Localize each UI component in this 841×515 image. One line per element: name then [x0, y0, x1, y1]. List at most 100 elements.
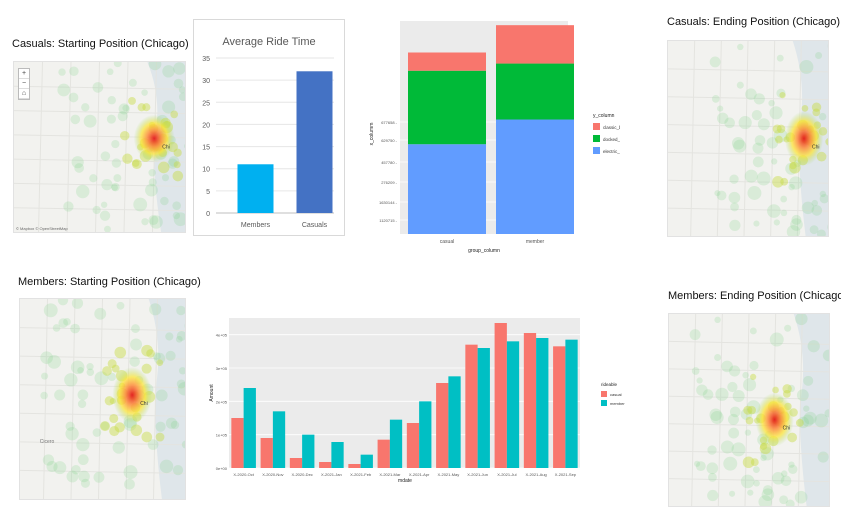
density-spot	[156, 359, 164, 367]
density-spot	[170, 420, 180, 430]
density-spot	[173, 212, 185, 227]
density-spot	[100, 421, 110, 431]
x-tick-label: X-2021-Jun	[467, 472, 488, 477]
zoom-in-button[interactable]: +	[19, 69, 29, 79]
density-spot	[779, 495, 789, 505]
density-spot	[795, 418, 804, 427]
map-zoom-control[interactable]: + − ⌂	[18, 68, 30, 100]
legend-swatch	[601, 400, 607, 406]
density-spot	[63, 318, 71, 326]
density-spot	[111, 158, 122, 168]
density-spot	[807, 340, 820, 353]
density-spot	[66, 470, 79, 483]
density-spot	[803, 375, 814, 386]
density-spot	[762, 485, 773, 496]
lake-michigan	[148, 299, 185, 499]
density-spot	[743, 405, 753, 415]
density-spot	[796, 389, 809, 402]
density-spot	[743, 378, 757, 392]
density-spot	[74, 163, 85, 173]
bar-member-7	[448, 376, 461, 468]
density-spot	[80, 478, 90, 488]
density-spot	[749, 360, 759, 371]
density-spot	[767, 204, 781, 218]
road	[20, 355, 185, 360]
map-attribution: © Mapbox © OpenStreetMap	[16, 226, 68, 231]
member-start-map[interactable]: Chi Cicero	[19, 298, 186, 500]
y-tick-label: 15	[202, 145, 210, 152]
density-spot	[827, 224, 828, 230]
density-spot	[176, 305, 185, 316]
casual-start-map[interactable]: Chi + − ⌂ © Mapbox © OpenStreetMap	[13, 61, 186, 233]
density-spot	[46, 460, 58, 473]
density-spot	[122, 153, 133, 164]
density-spot	[141, 218, 149, 226]
density-spot	[714, 316, 721, 324]
casual-end-map[interactable]: Chi	[667, 40, 829, 237]
road	[668, 68, 828, 73]
legend-label: casual	[610, 392, 622, 397]
density-spot	[745, 88, 757, 100]
density-spot	[753, 466, 760, 473]
density-spot	[111, 139, 120, 149]
density-spot	[141, 344, 153, 357]
density-spot	[797, 416, 809, 429]
density-spot	[53, 461, 67, 475]
density-spot	[773, 219, 780, 226]
density-spot	[783, 390, 791, 398]
home-button[interactable]: ⌂	[19, 89, 29, 99]
x-tick-label: member	[526, 239, 545, 245]
density-spot	[791, 214, 802, 225]
density-spot	[785, 162, 798, 175]
density-spot	[732, 389, 745, 403]
density-spot	[760, 454, 767, 462]
y-tick-label: 4e+05	[216, 333, 228, 338]
y-tick-label: 276209 -	[381, 180, 397, 185]
chart-title: Average Ride Time	[222, 36, 315, 48]
density-spot	[752, 142, 764, 154]
density-spot	[40, 391, 48, 400]
density-spot	[147, 439, 159, 450]
density-spot	[101, 179, 113, 191]
density-spot	[129, 356, 140, 367]
density-spot	[130, 424, 143, 437]
density-spot	[54, 389, 66, 401]
density-hotspot	[112, 367, 152, 423]
x-axis-label: group_column	[468, 248, 500, 254]
bar-casual-7	[436, 383, 449, 468]
density-spot	[801, 105, 809, 112]
road	[770, 41, 776, 236]
density-spot	[754, 135, 766, 146]
road	[14, 110, 185, 115]
road	[98, 299, 103, 499]
density-spot	[729, 406, 741, 418]
member-end-map[interactable]: Chi	[668, 313, 830, 507]
density-spot	[117, 111, 128, 122]
x-tick-label: X-2021-Mar	[379, 472, 401, 477]
density-spot	[779, 92, 786, 99]
density-spot	[727, 413, 739, 425]
zoom-out-button[interactable]: −	[19, 79, 29, 89]
density-spot	[769, 332, 784, 347]
density-spot	[47, 355, 62, 369]
density-spot	[747, 489, 754, 496]
bar-member-3	[331, 442, 344, 468]
casual-start-title: Casuals: Starting Position (Chicago)	[12, 38, 189, 50]
density-spot	[141, 363, 152, 374]
density-spot	[113, 174, 122, 182]
x-tick-label: X-2020-Nov	[262, 472, 283, 477]
density-spot	[86, 363, 94, 371]
density-spot	[799, 59, 814, 74]
density-spot	[40, 351, 53, 365]
density-spot	[730, 202, 739, 212]
bar-member-10	[536, 338, 549, 468]
density-spot	[772, 124, 782, 134]
density-spot	[173, 62, 185, 75]
density-spot	[787, 384, 795, 393]
avg-ride-time-chart: Average Ride Time 0 5 10 15 20 25 30 35 Members Ca…	[193, 19, 345, 236]
legend-swatch	[593, 135, 600, 142]
density-spot	[100, 421, 110, 432]
density-spot	[772, 386, 779, 394]
x-tick-label: X-2021-Jul	[497, 472, 516, 477]
density-spot	[132, 159, 140, 167]
